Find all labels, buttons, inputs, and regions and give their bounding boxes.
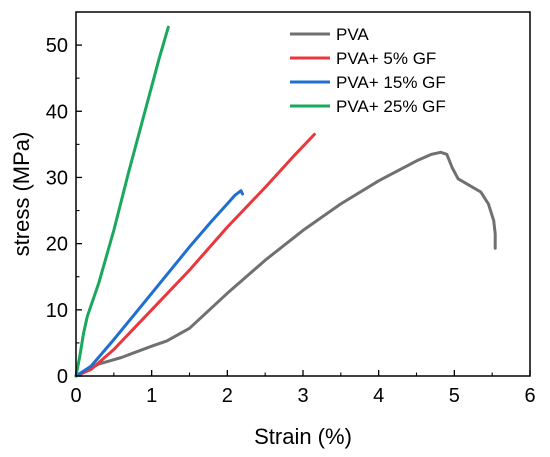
series-line-pva-25-gf [74,25,170,378]
series-line-pva-15-gf [74,189,244,378]
x-tick-label: 5 [449,385,460,407]
minor-ticks [76,77,493,376]
series-line-pva [74,150,497,378]
y-axis-title: stress (MPa) [9,132,34,257]
plot-frame [75,11,531,377]
y-tick-labels: 0 10 20 30 40 50 [46,35,68,388]
y-tick-label: 10 [46,300,68,322]
y-tick-label: 40 [46,101,68,123]
x-axis-title: Strain (%) [254,424,352,449]
legend-label: PVA [336,25,369,44]
x-tick-label: 0 [70,385,81,407]
legend-label: PVA+ 5% GF [336,49,436,68]
x-tick-label: 3 [297,385,308,407]
data-series [74,25,497,378]
x-tick-labels: 0 1 2 3 4 5 6 [70,385,535,407]
legend-label: PVA+ 25% GF [336,97,446,116]
y-tick-label: 50 [46,35,68,57]
series-line-pva-5-gf [74,132,316,378]
y-tick-label: 30 [46,167,68,189]
x-tick-label: 4 [373,385,384,407]
y-tick-label: 0 [57,366,68,388]
x-tick-label: 2 [222,385,233,407]
x-tick-label: 1 [146,385,157,407]
legend: PVA PVA+ 5% GF PVA+ 15% GF PVA+ 25% GF [290,25,446,116]
legend-label: PVA+ 15% GF [336,73,446,92]
x-tick-label: 6 [524,385,535,407]
y-tick-label: 20 [46,234,68,256]
major-ticks [75,44,531,377]
